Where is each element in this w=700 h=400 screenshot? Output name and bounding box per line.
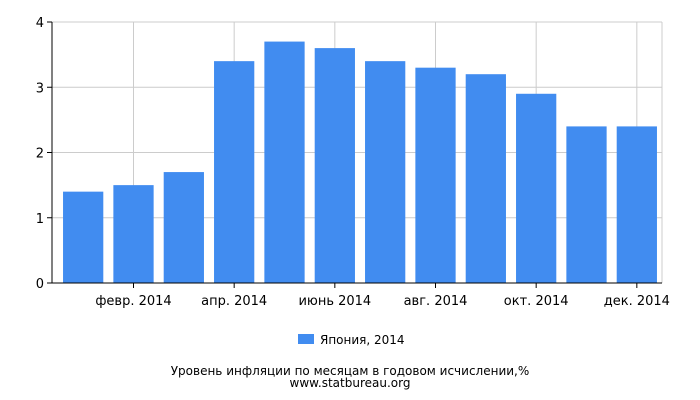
- bar: [63, 191, 104, 283]
- bar: [465, 74, 506, 283]
- y-tick-labels: 0 1 2 3 4: [36, 16, 44, 292]
- bar: [264, 41, 305, 284]
- x-tick-labels: февр. 2014 апр. 2014 июнь 2014 авг. 2014 окт…: [95, 294, 670, 309]
- bar: [415, 67, 456, 283]
- x-tick-label: авг. 2014: [404, 294, 468, 309]
- axes-group: [47, 21, 662, 288]
- bar: [163, 172, 204, 283]
- x-tick-label: дек. 2014: [604, 294, 670, 309]
- legend-swatch: [298, 334, 314, 344]
- bar: [616, 126, 657, 284]
- bar: [516, 93, 557, 284]
- y-tick-label: 2: [36, 147, 44, 162]
- bar: [314, 48, 355, 283]
- source-url: www.statbureau.org: [290, 376, 411, 390]
- x-tick-label: окт. 2014: [504, 294, 569, 309]
- legend: Япония, 2014: [298, 333, 405, 347]
- bar: [566, 126, 607, 284]
- y-tick-label: 3: [36, 81, 44, 96]
- x-tick-label: февр. 2014: [95, 294, 171, 309]
- y-tick-label: 0: [36, 277, 44, 292]
- bar: [365, 61, 406, 284]
- bar: [214, 61, 255, 284]
- y-tick-label: 4: [36, 16, 44, 31]
- x-tick-label: июнь 2014: [298, 294, 371, 309]
- x-tick-label: апр. 2014: [201, 294, 267, 309]
- bar: [113, 185, 154, 283]
- y-tick-label: 1: [36, 212, 44, 227]
- chart-caption: Уровень инфляции по месяцам в годовом ис…: [171, 364, 530, 378]
- legend-label: Япония, 2014: [320, 333, 405, 347]
- bars-group: [63, 41, 657, 284]
